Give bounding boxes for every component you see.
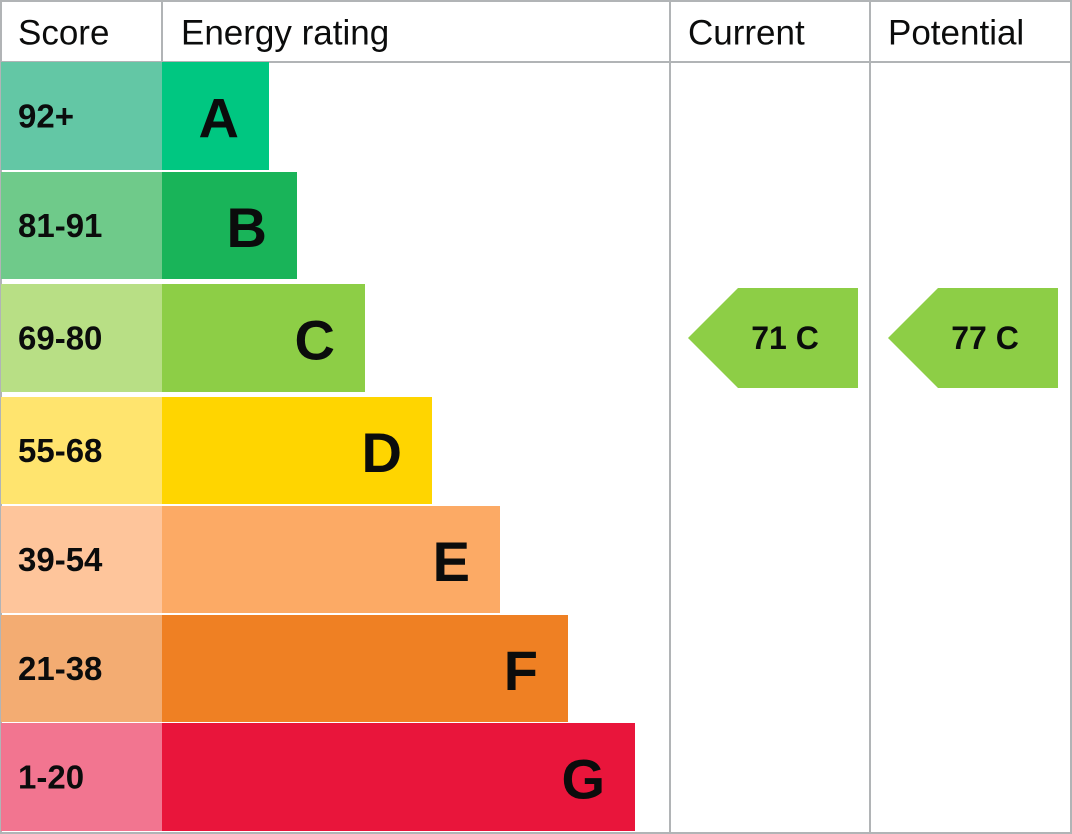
rating-bar — [162, 723, 635, 831]
header-energy-rating: Energy rating — [181, 14, 389, 53]
score-range: 69-80 — [18, 320, 102, 357]
score-cell — [1, 723, 162, 831]
score-cell — [1, 284, 162, 392]
rating-arrow-label: 71 C — [751, 320, 819, 356]
rating-letter: C — [295, 309, 335, 372]
score-cell — [1, 615, 162, 722]
score-range: 92+ — [18, 98, 74, 135]
rating-letter: F — [504, 639, 538, 702]
header-score: Score — [18, 14, 109, 53]
rating-arrow — [888, 288, 1058, 388]
rating-bar — [162, 172, 297, 279]
rating-letter: B — [227, 196, 267, 259]
score-cell — [1, 506, 162, 613]
rating-letter: E — [433, 530, 470, 593]
rating-arrow — [688, 288, 858, 388]
score-cell — [1, 62, 162, 170]
score-cell — [1, 172, 162, 279]
score-range: 21-38 — [18, 650, 102, 687]
rating-letter: A — [199, 87, 239, 150]
rating-arrow-label: 77 C — [951, 320, 1019, 356]
score-range: 55-68 — [18, 432, 102, 469]
score-cell — [1, 397, 162, 504]
header-potential: Potential — [888, 14, 1024, 53]
score-range: 81-91 — [18, 207, 102, 244]
rating-letter: G — [561, 748, 605, 811]
rating-bar — [162, 397, 432, 504]
score-range: 1-20 — [18, 759, 84, 796]
rating-letter: D — [362, 421, 402, 484]
rating-bar — [162, 62, 269, 170]
rating-bar — [162, 615, 568, 722]
rating-bar — [162, 284, 365, 392]
rating-bar — [162, 506, 500, 613]
header-current: Current — [688, 14, 805, 53]
score-range: 39-54 — [18, 541, 103, 578]
